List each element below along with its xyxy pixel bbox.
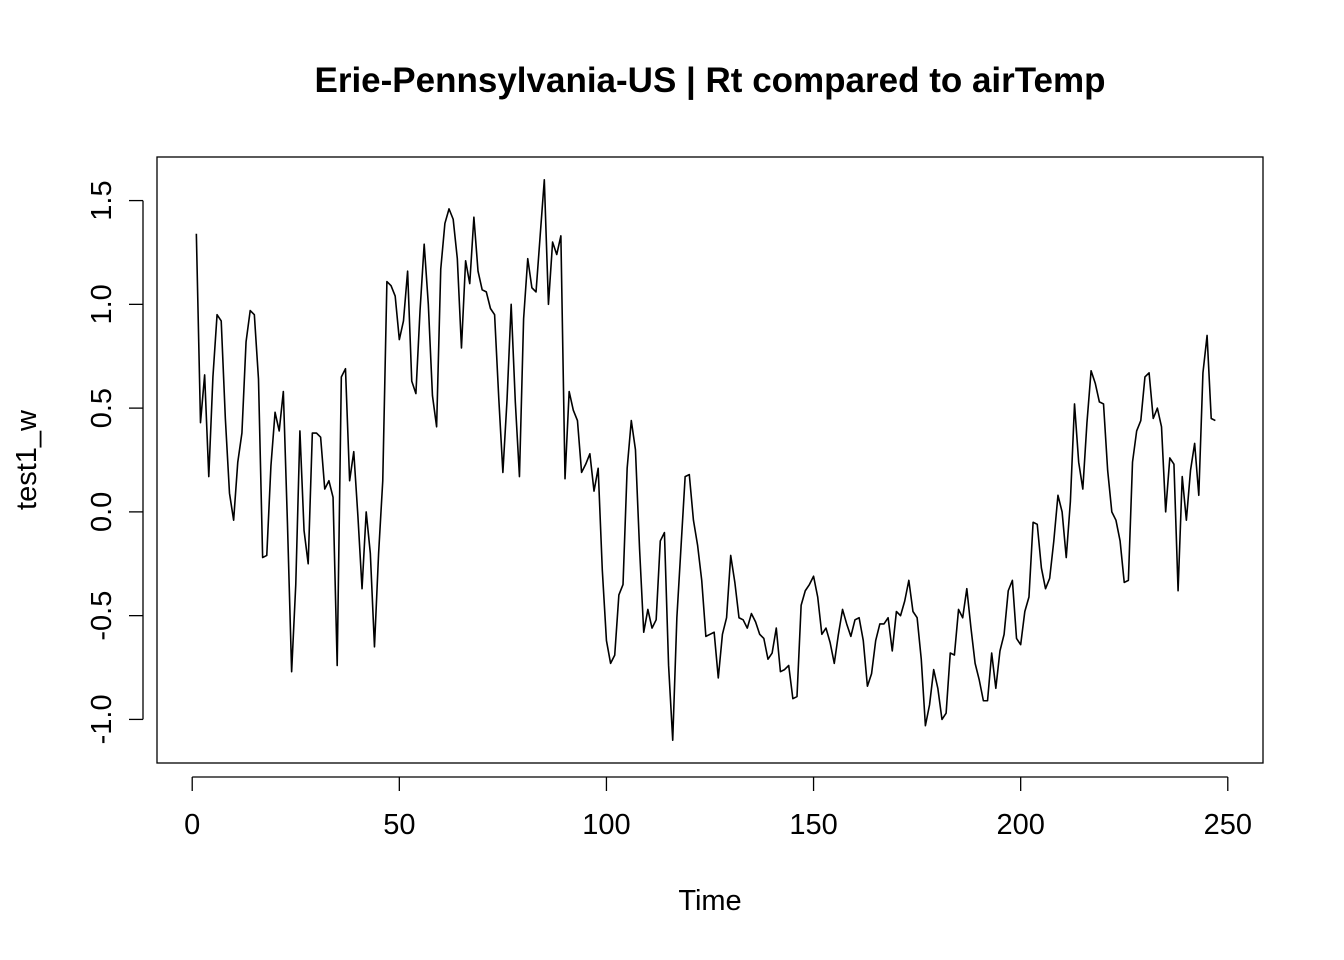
y-axis: -1.0 -0.5 0.0 0.5 1.0 1.5 xyxy=(86,180,144,744)
y-tick-label: 1.5 xyxy=(86,180,118,220)
x-tick-label: 200 xyxy=(996,809,1044,841)
y-tick-label: 0.0 xyxy=(86,492,118,532)
plot-box xyxy=(156,156,1264,764)
y-tick-label: -0.5 xyxy=(86,591,118,641)
y-tick-label: 1.0 xyxy=(86,284,118,324)
x-axis: 0 50 100 150 200 250 xyxy=(184,776,1252,841)
series-line xyxy=(195,179,1216,741)
x-tick-label: 150 xyxy=(789,809,837,841)
x-axis-label: Time xyxy=(678,885,741,917)
y-tick-label: 0.5 xyxy=(86,388,118,428)
x-tick-label: 250 xyxy=(1204,809,1252,841)
x-tick-label: 100 xyxy=(582,809,630,841)
x-tick-label: 0 xyxy=(184,809,200,841)
chart-title: Erie-Pennsylvania-US | Rt compared to ai… xyxy=(314,61,1105,100)
y-tick-label: -1.0 xyxy=(86,694,118,744)
y-axis-label: test1_w xyxy=(11,409,43,510)
x-tick-label: 50 xyxy=(383,809,415,841)
